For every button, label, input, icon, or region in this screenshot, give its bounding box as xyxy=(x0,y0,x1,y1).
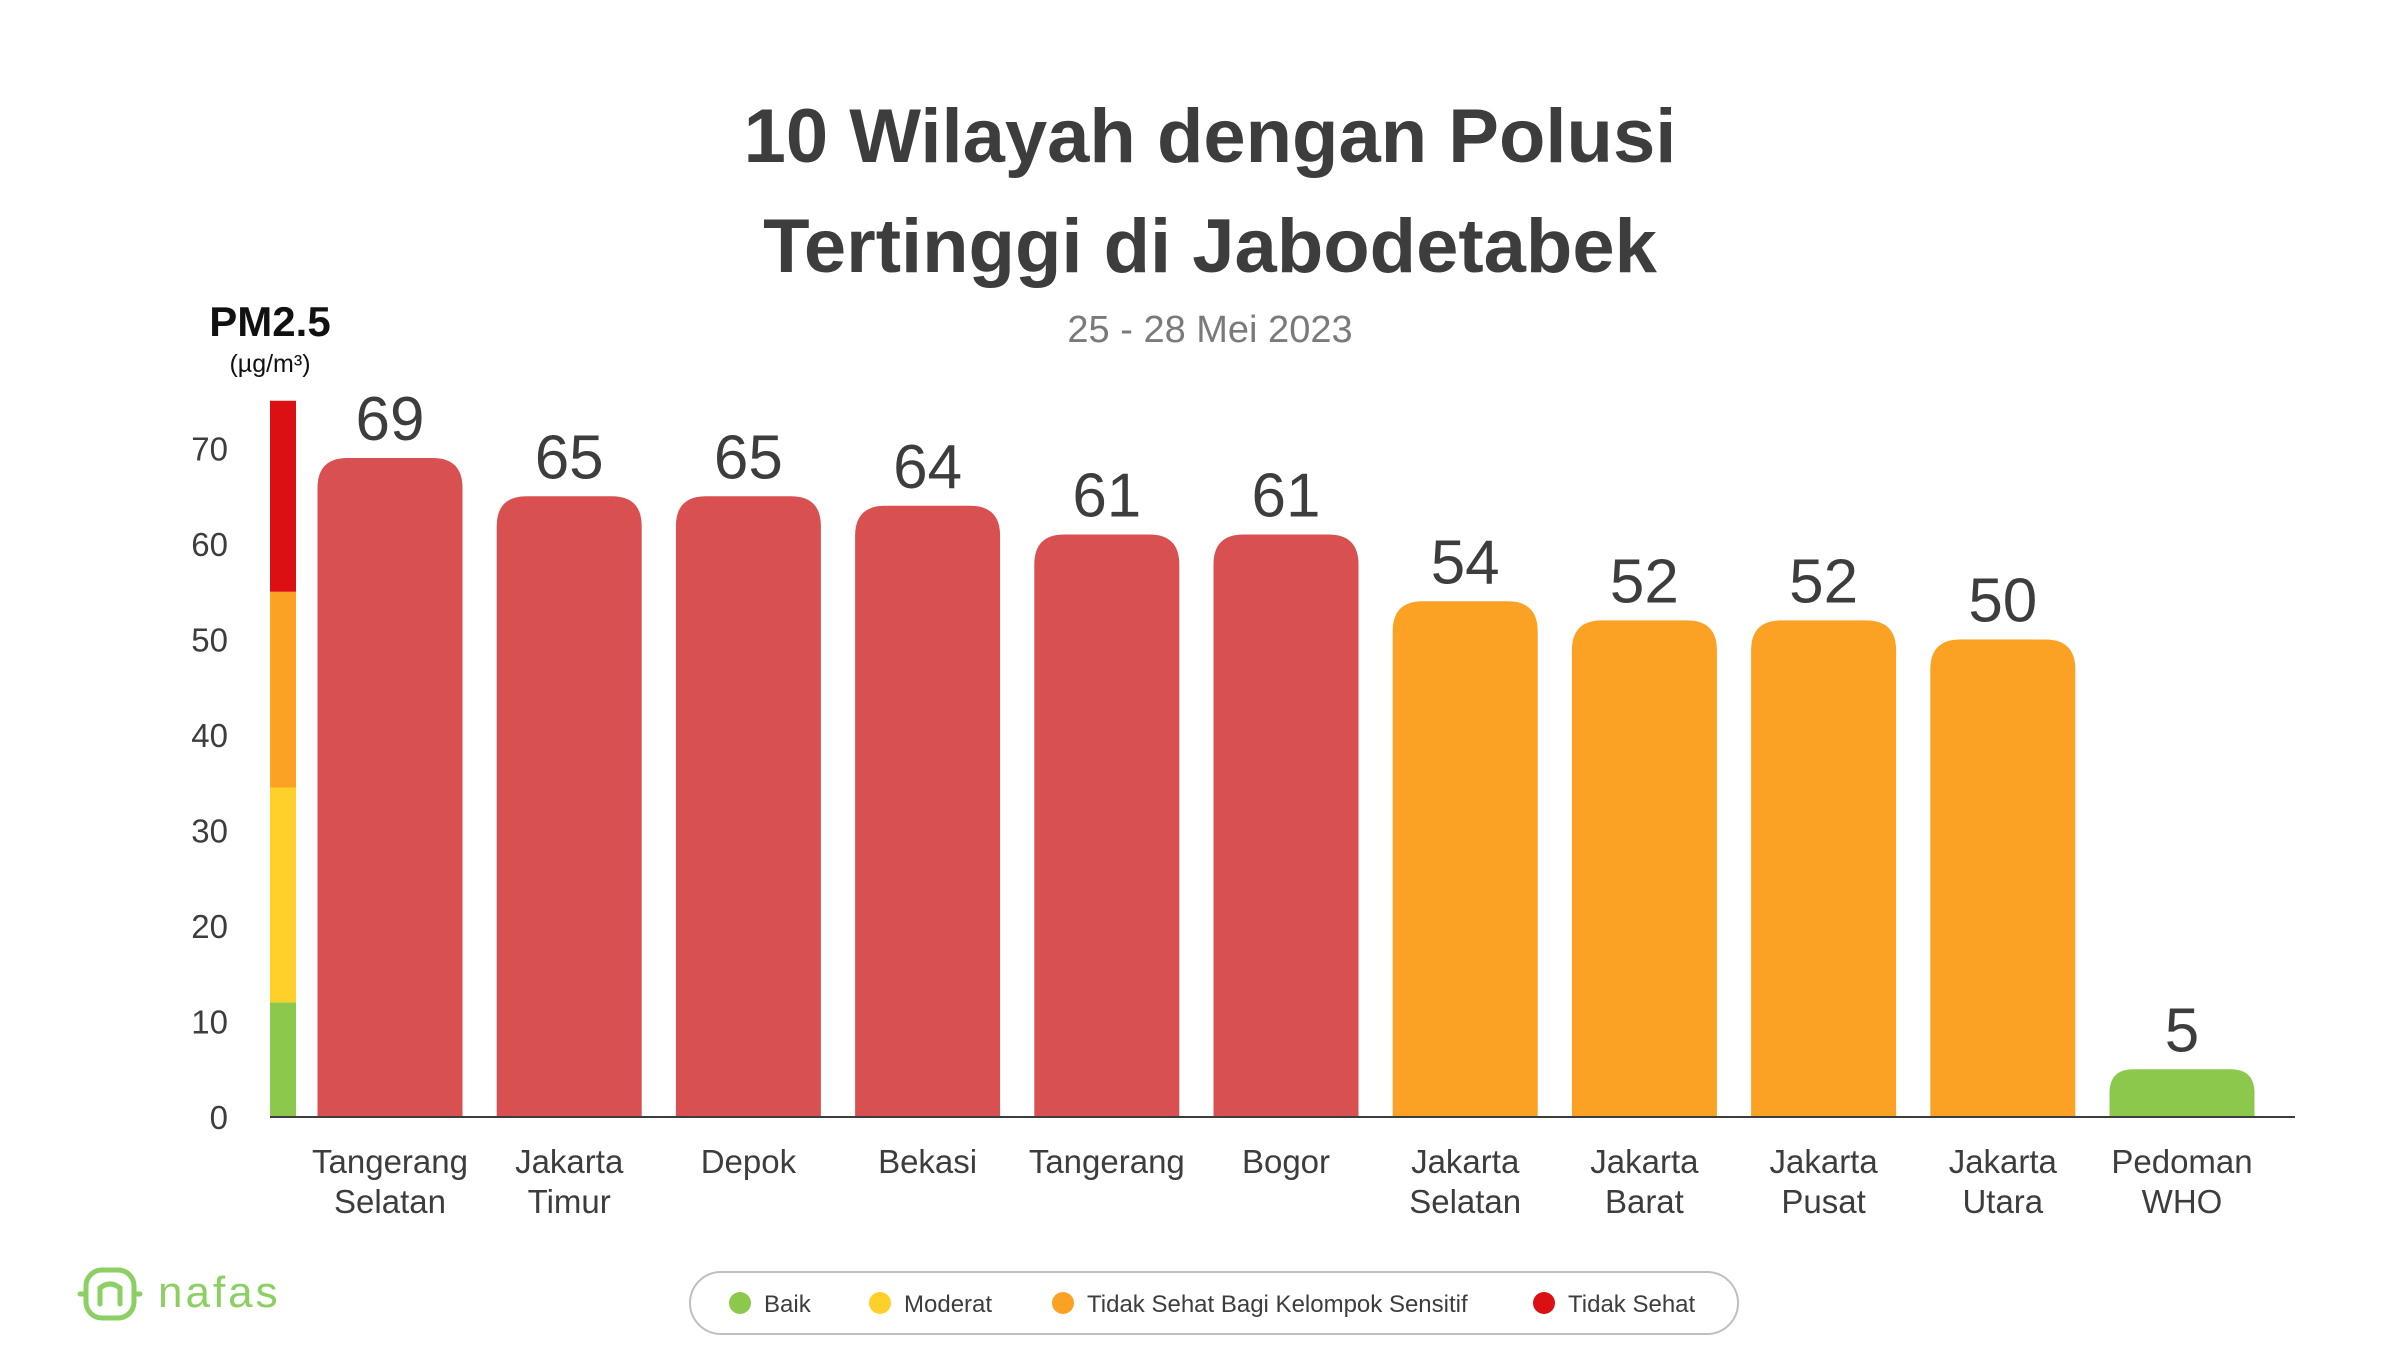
x-tick-label: Bogor xyxy=(1242,1143,1330,1180)
bar xyxy=(496,496,642,1117)
value-labels: 69 65 65 64 61 61 54 52 52 50 5 xyxy=(356,385,2200,1065)
y-tick-label: 10 xyxy=(191,1004,228,1041)
x-tick-label: Tangerang xyxy=(312,1143,468,1180)
x-tick-label: WHO xyxy=(2142,1183,2223,1220)
legend-box xyxy=(689,1271,1739,1335)
y-tick-label: 70 xyxy=(191,431,228,468)
x-tick-label: Depok xyxy=(701,1143,797,1180)
value-label: 65 xyxy=(535,423,604,492)
y-axis-label: PM2.5 xyxy=(209,298,330,345)
chart-title-line-1: 10 Wilayah dengan Polusi xyxy=(744,94,1677,179)
chart-title-line-2: Tertinggi di Jabodetabek xyxy=(763,204,1658,289)
scale-band-3 xyxy=(270,400,296,592)
value-label: 61 xyxy=(1072,461,1141,530)
bar xyxy=(1571,620,1717,1117)
scale-band-0 xyxy=(270,1002,296,1117)
legend-dot-baik xyxy=(729,1292,751,1314)
value-label: 5 xyxy=(2165,996,2199,1065)
x-tick-label: Selatan xyxy=(334,1183,446,1220)
value-label: 69 xyxy=(356,385,425,454)
x-tick-label: Pedoman xyxy=(2111,1143,2252,1180)
chart-subtitle: 25 - 28 Mei 2023 xyxy=(1067,309,1352,351)
x-tick-label: Jakarta xyxy=(1590,1143,1699,1180)
y-axis-unit: (µg/m³) xyxy=(229,350,310,378)
bar xyxy=(855,505,1001,1117)
y-axis-ticks: 0 10 20 30 40 50 60 70 xyxy=(191,431,228,1137)
value-label: 61 xyxy=(1252,461,1321,530)
y-tick-label: 0 xyxy=(210,1099,228,1136)
x-tick-label: Utara xyxy=(1962,1183,2043,1220)
legend-dot-sensitif xyxy=(1052,1292,1074,1314)
bar xyxy=(2109,1069,2255,1117)
x-tick-label: Timur xyxy=(528,1183,611,1220)
legend-dot-moderat xyxy=(869,1292,891,1314)
x-tick-label: Barat xyxy=(1605,1183,1684,1220)
y-tick-label: 40 xyxy=(191,717,228,754)
nafas-logo-icon xyxy=(77,1267,143,1321)
logo-text: nafas xyxy=(158,1268,281,1317)
x-tick-label: Bekasi xyxy=(878,1143,977,1180)
x-tick-label: Jakarta xyxy=(1769,1143,1878,1180)
value-label: 52 xyxy=(1610,547,1679,616)
x-tick-label: Selatan xyxy=(1409,1183,1521,1220)
y-tick-label: 50 xyxy=(191,622,228,659)
bar xyxy=(675,496,821,1117)
y-tick-label: 30 xyxy=(191,813,228,850)
x-tick-label: Jakarta xyxy=(1949,1143,2058,1180)
value-label: 65 xyxy=(714,423,783,492)
value-label: 54 xyxy=(1431,528,1500,597)
y-tick-label: 20 xyxy=(191,908,228,945)
x-tick-label: Jakarta xyxy=(1411,1143,1520,1180)
value-label: 52 xyxy=(1789,547,1858,616)
bar xyxy=(1930,639,2076,1117)
value-label: 64 xyxy=(893,433,962,502)
legend-label-moderat: Moderat xyxy=(904,1291,992,1318)
legend-label-baik: Baik xyxy=(764,1291,812,1318)
legend-label-sensitif: Tidak Sehat Bagi Kelompok Sensitif xyxy=(1087,1291,1468,1318)
legend-dot-tidak-sehat xyxy=(1533,1292,1555,1314)
y-tick-label: 60 xyxy=(191,526,228,563)
bar xyxy=(1213,534,1359,1117)
value-label: 50 xyxy=(1968,567,2037,636)
scale-band-2 xyxy=(270,591,296,788)
bar xyxy=(1392,601,1538,1117)
x-tick-label: Pusat xyxy=(1781,1183,1865,1220)
bars xyxy=(317,458,2255,1117)
bar xyxy=(1751,620,1897,1117)
x-tick-label: Jakarta xyxy=(515,1143,624,1180)
legend-label-tidak-sehat: Tidak Sehat xyxy=(1568,1291,1696,1318)
aqi-scale-bar xyxy=(270,400,296,1117)
bar xyxy=(1034,534,1180,1117)
legend: Baik Moderat Tidak Sehat Bagi Kelompok S… xyxy=(689,1271,1739,1335)
x-tick-label: Tangerang xyxy=(1029,1143,1185,1180)
nafas-logo: nafas xyxy=(77,1267,281,1321)
bar xyxy=(317,458,463,1117)
scale-band-1 xyxy=(270,787,296,1003)
